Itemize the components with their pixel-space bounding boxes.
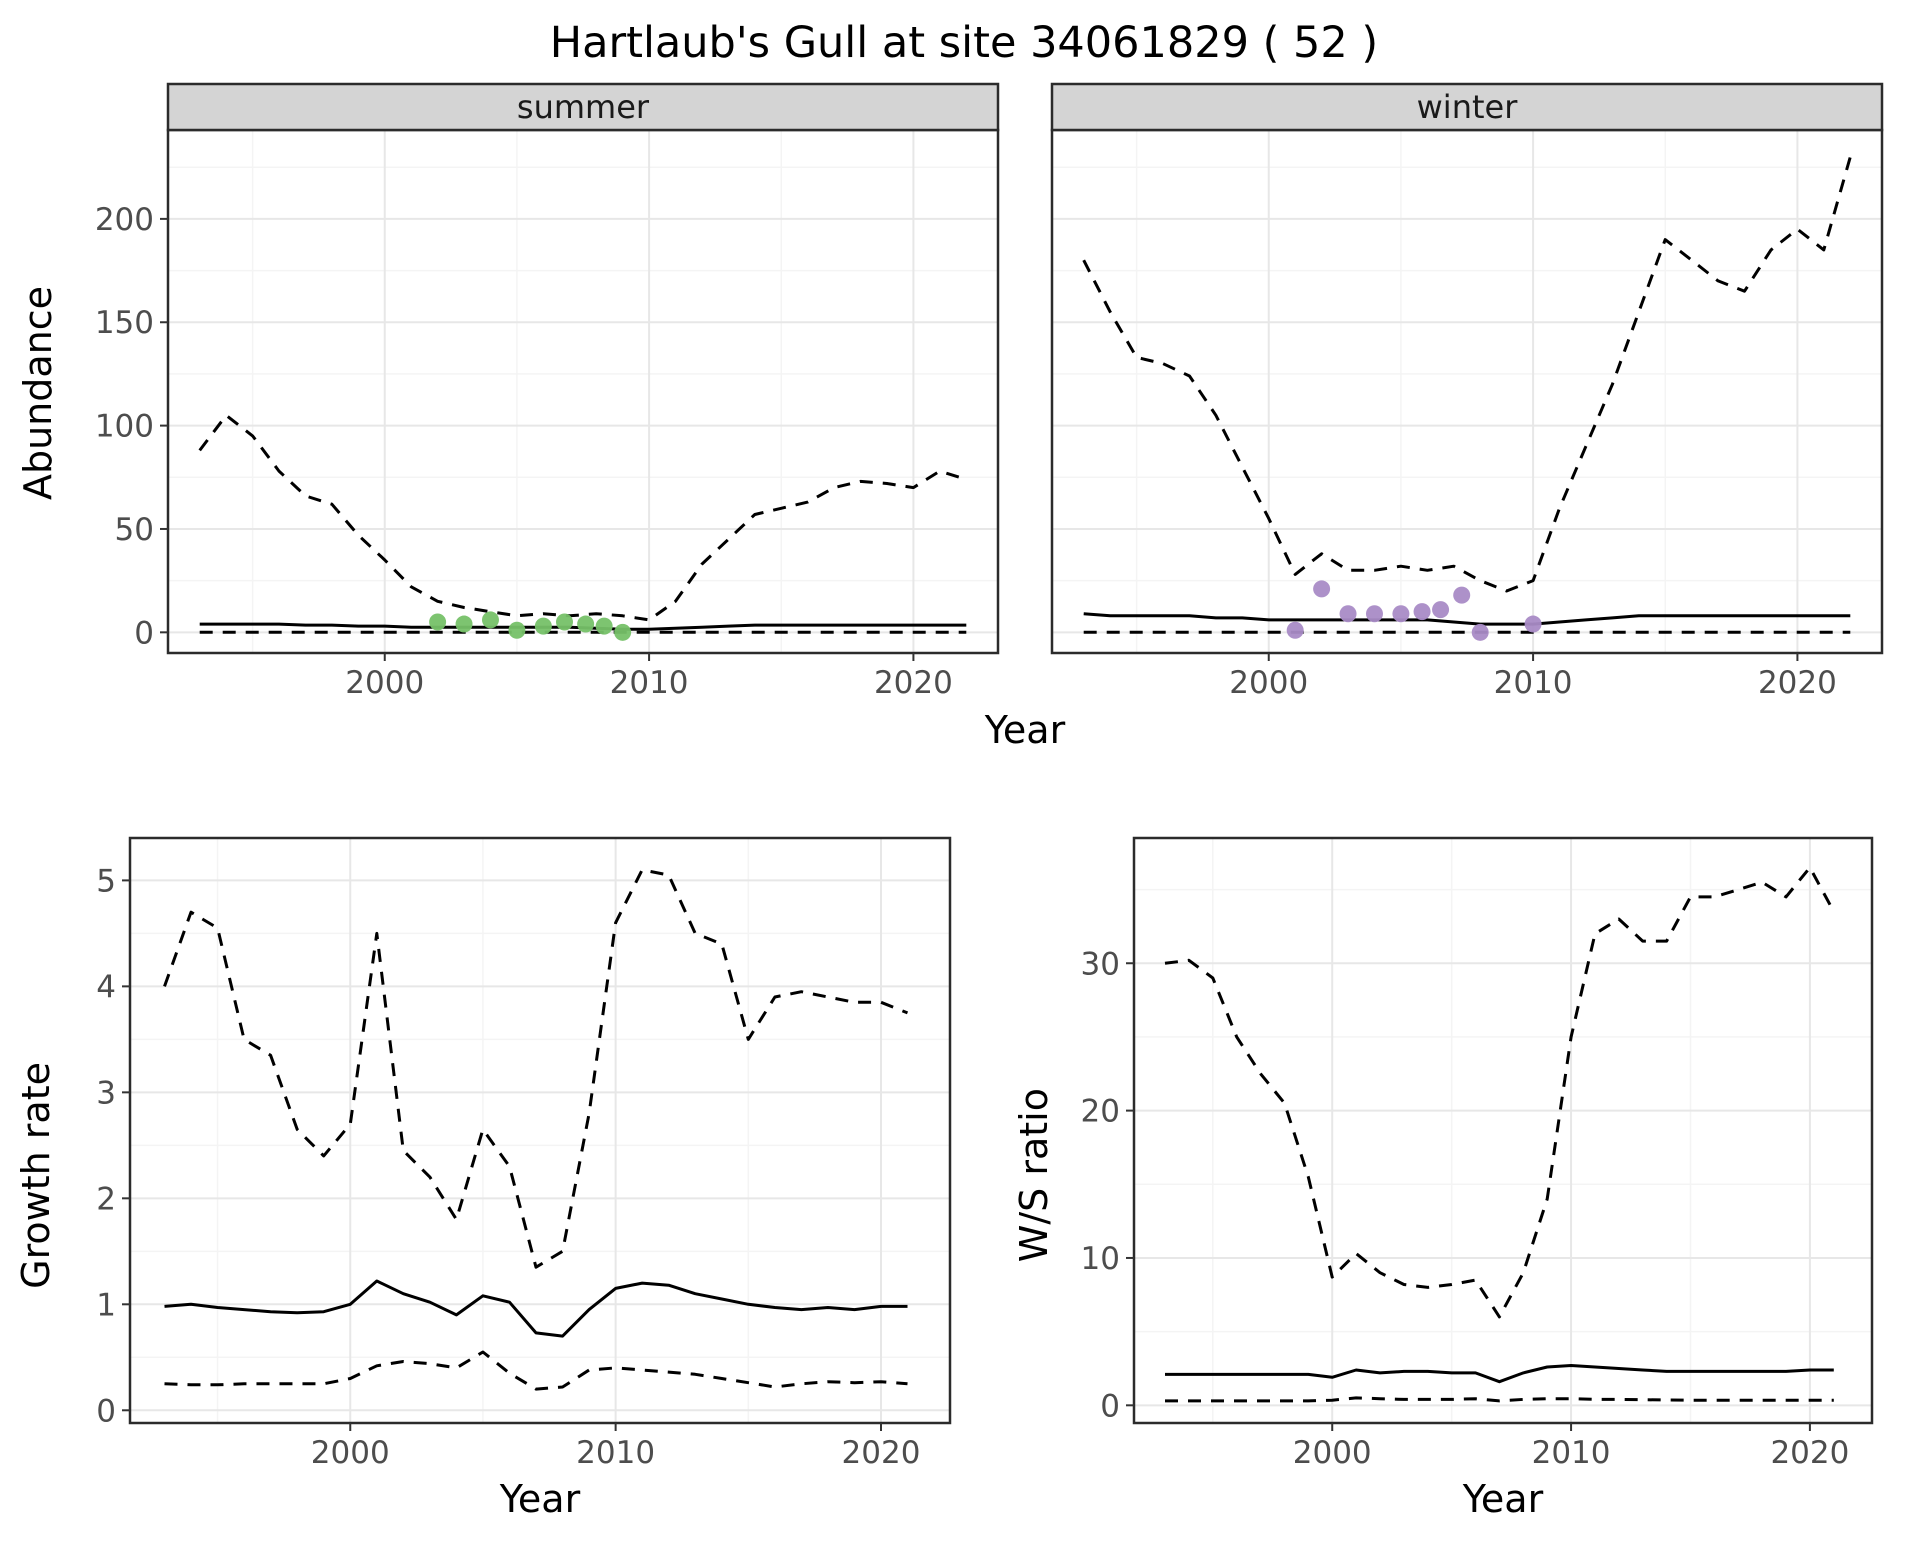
abundance-summer-y-tick-label: 50	[115, 512, 154, 548]
abundance-summer-y-tick-label: 100	[95, 409, 154, 445]
growth-rate-y-tick-label: 5	[96, 863, 116, 899]
ws-ratio-upper-ci-line	[1164, 866, 1836, 1319]
abundance-summer-observation-point	[534, 617, 552, 635]
abundance-facet-figure: Abundance summer 2000 2010 2020 0 50 100 150 200…	[8, 78, 1920, 708]
ws-ratio-y-tick-label: 0	[1100, 1388, 1120, 1424]
growth-rate-lower-ci-line	[164, 1350, 908, 1391]
abundance-summer-observation-point	[595, 617, 613, 635]
growth-rate-x-tick-label: 2020	[842, 1435, 921, 1471]
ws-ratio-x-tick-label: 2020	[1770, 1435, 1849, 1471]
growth-rate-x-axis-label: Year	[499, 1477, 581, 1521]
abundance-summer-observation-point	[508, 621, 526, 639]
figure-title: Hartlaub's Gull at site 34061829 ( 52 )	[549, 18, 1379, 68]
growth-rate-chart: 2000 2010 2020 0 1 2 3 4 5	[96, 836, 952, 1471]
abundance-winter-observation-point	[1286, 621, 1304, 639]
abundance-winter-upper-ci-line	[1082, 156, 1852, 593]
abundance-summer-x-tick-label: 2010	[610, 665, 689, 701]
ws-ratio-axis-label-column: W/S ratio	[1006, 830, 1062, 1521]
abundance-winter-median-line	[1083, 612, 1851, 626]
ws-ratio-x-tick-label: 2010	[1532, 1435, 1611, 1471]
abundance-summer-upper-ci-line	[198, 413, 967, 622]
abundance-summer-facet-strip-label: summer	[517, 88, 650, 126]
growth-rate-figure-column: 2000 2010 2020 0 1 2 3 4 5 Year	[64, 830, 958, 1521]
abundance-summer-observation-point	[614, 623, 632, 641]
ws-ratio-chart: 2000 2010 2020 0 10 20 30	[1081, 836, 1874, 1471]
abundance-axis-label-column: Abundance	[8, 78, 68, 708]
abundance-summer-y-tick-label: 0	[134, 615, 154, 651]
abundance-summer-y-tick-label: 150	[95, 305, 154, 341]
abundance-summer-observation-point	[555, 613, 573, 631]
abundance-summer-panel	[168, 130, 998, 653]
abundance-winter-panel	[1052, 130, 1882, 653]
ws-ratio-y-tick-label: 30	[1081, 946, 1120, 982]
ws-ratio-x-tick-label: 2000	[1293, 1435, 1372, 1471]
growth-rate-panel-border	[128, 836, 952, 1425]
growth-rate-y-tick-label: 4	[96, 969, 116, 1005]
abundance-summer-facet-strip	[166, 82, 1000, 132]
abundance-winter-facet-strip	[1050, 82, 1884, 132]
abundance-summer-y-tick-label: 200	[95, 202, 154, 238]
growth-rate-y-tick-label: 3	[96, 1075, 116, 1111]
ws-ratio-y-tick-label: 10	[1081, 1241, 1120, 1277]
abundance-winter-x-tick-label: 2010	[1494, 665, 1573, 701]
abundance-winter-x-tick-label: 2020	[1758, 665, 1837, 701]
growth-rate-figure: Growth rate 2000 2010 2020 0 1 2 3 4 5 Year	[8, 830, 958, 1521]
abundance-y-axis-label: Abundance	[16, 285, 60, 501]
bottom-figures-row: Growth rate 2000 2010 2020 0 1 2 3 4 5 Year W/S …	[8, 830, 1920, 1521]
summer-abundance-chart: summer 2000 2010 2020 0 50 100 150 200	[95, 82, 1000, 701]
abundance-winter-observation-point	[1365, 605, 1383, 623]
growth-rate-median-line	[164, 1279, 908, 1338]
facet-panel-gap	[1006, 78, 1036, 708]
ws-ratio-median-line	[1165, 1364, 1834, 1384]
abundance-summer-x-tick-label: 2020	[874, 665, 953, 701]
abundance-winter-observation-point	[1471, 623, 1489, 641]
ws-ratio-panel	[1134, 838, 1872, 1423]
abundance-summer-x-tick-label: 2000	[345, 665, 424, 701]
growth-rate-upper-ci-line	[163, 868, 909, 1269]
ws-ratio-y-axis-label: W/S ratio	[1012, 1088, 1056, 1263]
abundance-summer-observation-point	[481, 611, 499, 629]
winter-abundance-chart: winter 2000 2010 2020	[1050, 82, 1884, 701]
growth-rate-y-tick-label: 0	[96, 1393, 116, 1429]
ws-ratio-y-tick-label: 20	[1081, 1094, 1120, 1130]
growth-rate-panel	[130, 838, 950, 1423]
top-x-axis-label: Year	[984, 708, 1066, 752]
abundance-summer-observation-point	[429, 613, 447, 631]
abundance-winter-observation-point	[1413, 603, 1431, 621]
abundance-winter-observation-point	[1339, 605, 1357, 623]
growth-rate-y-tick-label: 2	[96, 1181, 116, 1217]
abundance-summer-observation-point	[577, 615, 595, 633]
ws-ratio-lower-ci-line	[1165, 1396, 1834, 1403]
ws-ratio-figure: W/S ratio 2000 2010 2020 0 10 20 30 Year	[1006, 830, 1880, 1521]
abundance-winter-facet-strip-label: winter	[1417, 88, 1519, 126]
ws-ratio-figure-column: 2000 2010 2020 0 10 20 30 Year	[1062, 830, 1880, 1521]
growth-rate-y-axis-label: Growth rate	[14, 1062, 58, 1289]
growth-rate-x-tick-label: 2010	[576, 1435, 655, 1471]
abundance-summer-observation-point	[455, 615, 473, 633]
abundance-winter-observation-point	[1524, 615, 1542, 633]
growth-rate-x-tick-label: 2000	[311, 1435, 390, 1471]
abundance-winter-observation-point	[1432, 601, 1450, 619]
abundance-winter-observation-point	[1392, 605, 1410, 623]
ws-ratio-x-axis-label: Year	[1462, 1477, 1544, 1521]
abundance-winter-observation-point	[1313, 580, 1331, 598]
growth-rate-y-tick-label: 1	[96, 1287, 116, 1323]
abundance-winter-observation-point	[1453, 586, 1471, 604]
ws-ratio-panel-border	[1132, 836, 1874, 1425]
abundance-winter-x-tick-label: 2000	[1229, 665, 1308, 701]
growth-rate-axis-label-column: Growth rate	[8, 830, 64, 1521]
